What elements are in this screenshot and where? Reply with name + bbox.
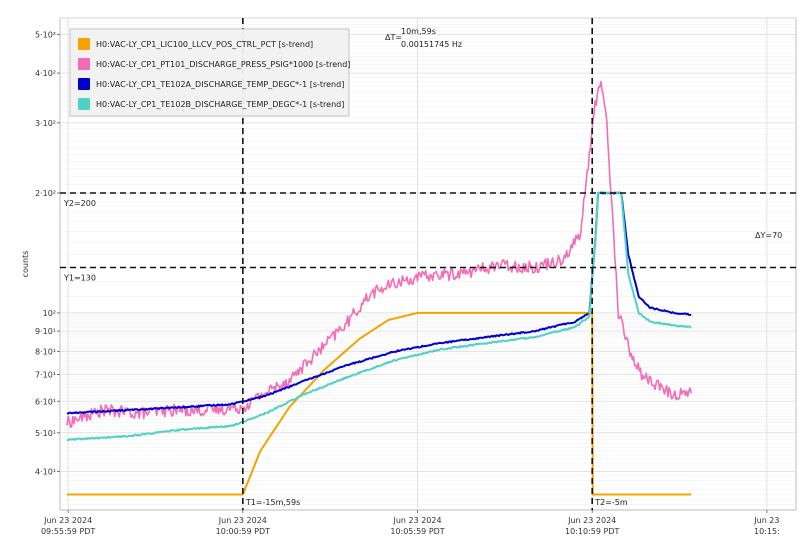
legend-entry-4: H0:VAC-LY_CP1_TE102B_DISCHARGE_TEMP_DEGC… <box>96 100 344 109</box>
y-tick-label: 8·10¹ <box>35 347 56 356</box>
y-tick-label: 3·10² <box>35 119 56 128</box>
delta-t-prefix: ΔT= <box>385 33 402 42</box>
legend-swatch-3 <box>78 78 90 90</box>
y-tick-label: 2·10² <box>35 189 56 198</box>
y-tick-label: 9·10¹ <box>35 327 56 336</box>
delta-t-value: 10m,59s <box>401 27 436 36</box>
y-tick-label: 5·10¹ <box>35 429 56 438</box>
series-line-3 <box>66 191 692 415</box>
x-tick-date: Jun 23 <box>753 516 779 525</box>
series-lines <box>66 80 692 496</box>
horizontal-cursor-label: Y2=200 <box>63 199 96 208</box>
y-tick-label: 5·10² <box>35 30 56 39</box>
x-tick-date: Jun 23 2024 <box>567 516 616 525</box>
legend-box <box>69 28 350 117</box>
x-tick-time: 10:00:59 PDT <box>216 527 270 536</box>
delta-t-frequency: 0.00151745 Hz <box>401 40 462 49</box>
series-line-2 <box>66 80 692 428</box>
y-tick-label: 7·10¹ <box>35 371 56 380</box>
x-axis: Jun 23 2024 09:55:59 PDT Jun 23 2024 10:00:… <box>41 510 780 536</box>
x-tick-date: Jun 23 2024 <box>43 516 92 525</box>
legend-entry-3: H0:VAC-LY_CP1_TE102A_DISCHARGE_TEMP_DEGC… <box>96 80 344 89</box>
legend-entry-2: H0:VAC-LY_CP1_PT101_DISCHARGE_PRESS_PSIG… <box>96 60 350 69</box>
legend-swatch-1 <box>78 38 90 50</box>
x-tick-time: 10:05:59 PDT <box>390 527 444 536</box>
cursors[interactable]: T1=-15m,59s T2=-5m Y2=200 Y1=130 ΔT=10m,59s 0… <box>60 18 796 510</box>
horizontal-cursor-label: Y1=130 <box>63 274 96 283</box>
legend-swatch-4 <box>78 98 90 110</box>
vertical-cursor-label: T2=-5m <box>594 498 628 507</box>
x-tick-time: 10:10:59 PDT <box>565 527 619 536</box>
vertical-cursor-label: T1=-15m,59s <box>245 498 300 507</box>
legend-swatch-2 <box>78 58 90 70</box>
y-tick-label: 10² <box>43 309 56 318</box>
y-axis: 4·10¹ 5·10¹ 6·10¹ 7·10¹ 8·10¹ 9·10¹ 10² 2·10² 3·… <box>35 30 60 476</box>
series-line-1 <box>67 311 692 496</box>
delta-y-label: ΔY=70 <box>755 231 782 240</box>
y-tick-label: 4·10¹ <box>35 467 56 476</box>
x-tick-time: 09:55:59 PDT <box>41 527 95 536</box>
series-line-4 <box>67 191 692 442</box>
legend-entry-1: H0:VAC-LY_CP1_LIC100_LLCV_POS_CTRL_PCT [… <box>96 40 313 49</box>
x-tick-date: Jun 23 2024 <box>218 516 267 525</box>
legend: H0:VAC-LY_CP1_LIC100_LLCV_POS_CTRL_PCT [… <box>69 28 350 117</box>
y-tick-label: 4·10² <box>35 69 56 78</box>
x-tick-date: Jun 23 2024 <box>392 516 441 525</box>
y-axis-label: counts <box>21 251 30 278</box>
x-tick-time: 10:15: <box>754 527 780 536</box>
y-tick-label: 6·10¹ <box>35 397 56 406</box>
